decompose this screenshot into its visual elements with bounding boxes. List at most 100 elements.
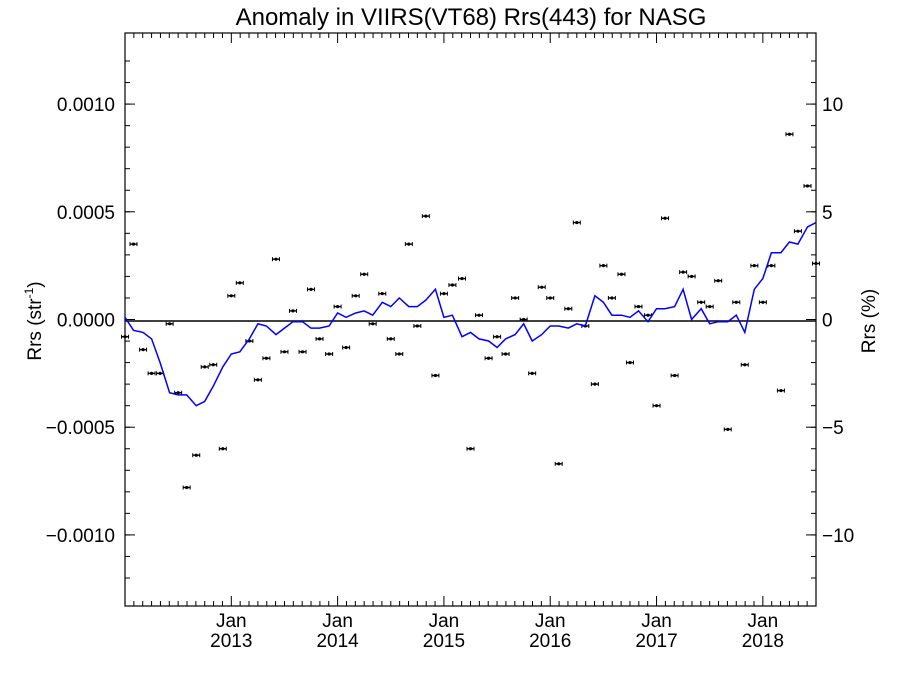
anomaly-point <box>288 308 297 313</box>
point-marker <box>690 274 694 279</box>
point-marker <box>779 388 783 393</box>
anomaly-point <box>679 270 688 275</box>
point-marker <box>256 378 260 382</box>
anomaly-point <box>235 280 244 285</box>
point-marker <box>442 292 446 296</box>
anomaly-point <box>395 351 404 356</box>
anomaly-point <box>687 274 696 279</box>
point-marker <box>450 283 455 287</box>
point-marker <box>327 352 331 356</box>
point-marker <box>300 350 305 354</box>
point-marker <box>522 317 526 322</box>
anomaly-point <box>625 360 634 365</box>
left-tick-label: 0.0005 <box>57 203 115 224</box>
anomaly-point <box>253 377 262 382</box>
point-marker <box>548 296 552 300</box>
point-marker <box>149 371 154 375</box>
anomaly-point <box>165 321 174 326</box>
anomaly-point <box>121 334 129 339</box>
x-tick-label-month: Jan <box>535 611 566 632</box>
point-marker <box>123 335 127 339</box>
point-marker <box>601 264 605 268</box>
anomaly-point <box>386 336 395 341</box>
left-tick-label: 0.0000 <box>57 311 115 332</box>
anomaly-point <box>333 304 342 309</box>
anomaly-point <box>351 293 360 298</box>
point-marker <box>371 322 375 326</box>
anomaly-point <box>280 349 289 354</box>
point-marker <box>282 350 287 354</box>
point-marker <box>708 304 712 309</box>
point-marker <box>673 373 677 378</box>
left-y-axis-label-main: Rrs (str <box>25 298 46 361</box>
point-marker <box>168 322 172 326</box>
point-marker <box>796 229 800 233</box>
anomaly-point <box>776 388 785 393</box>
anomaly-point <box>705 304 714 309</box>
left-y-axis-label: Rrs (str-1) <box>22 281 46 360</box>
point-marker <box>495 335 499 339</box>
anomaly-point <box>342 345 351 350</box>
anomaly-point <box>218 446 227 451</box>
x-tick-label-month: Jan <box>322 611 353 632</box>
anomaly-point <box>546 295 555 300</box>
anomaly-points <box>121 132 820 490</box>
left-tick-label: −0.0010 <box>46 526 115 547</box>
right-tick-label: 0 <box>822 311 833 332</box>
right-tick-label: 10 <box>822 95 843 116</box>
anomaly-point <box>192 453 201 458</box>
left-y-axis-label-close: ) <box>25 281 46 287</box>
anomaly-point <box>697 300 706 305</box>
point-marker <box>203 365 207 369</box>
anomaly-point <box>421 214 430 219</box>
anomaly-point <box>572 220 581 225</box>
x-tick-label-year: 2016 <box>529 631 571 652</box>
point-marker <box>211 363 215 367</box>
anomaly-point <box>484 356 493 361</box>
anomaly-point <box>599 263 608 268</box>
point-marker <box>575 220 579 225</box>
point-marker <box>424 214 428 218</box>
point-marker <box>354 294 358 298</box>
anomaly-point <box>262 356 271 361</box>
anomaly-point <box>182 485 191 490</box>
point-marker <box>716 279 720 283</box>
point-marker <box>317 337 322 341</box>
point-marker <box>540 285 544 289</box>
point-marker <box>593 382 597 386</box>
point-marker <box>628 360 632 365</box>
anomaly-point <box>439 291 448 296</box>
x-tick-label-year: 2017 <box>635 631 677 652</box>
point-marker <box>557 462 561 466</box>
point-marker <box>787 132 792 136</box>
anomaly-point <box>368 321 377 326</box>
point-marker <box>176 391 180 395</box>
anomaly-point <box>511 295 520 300</box>
anomaly-point <box>404 242 413 247</box>
right-y-axis-label: Rrs (%) <box>859 289 880 353</box>
x-tick-label-year: 2015 <box>423 631 465 652</box>
point-marker <box>486 356 491 360</box>
point-marker <box>681 270 685 274</box>
anomaly-point <box>448 283 457 288</box>
point-marker <box>397 352 401 356</box>
point-marker <box>654 404 659 408</box>
point-marker <box>274 257 278 261</box>
point-marker <box>468 447 473 451</box>
anomaly-point <box>129 242 138 247</box>
anomaly-point <box>378 291 387 296</box>
anomaly-percent-line <box>124 221 817 407</box>
x-tick-label-year: 2014 <box>316 631 359 652</box>
point-marker <box>185 485 189 490</box>
anomaly-point <box>661 216 670 221</box>
anomaly-point <box>315 336 324 341</box>
point-marker <box>477 313 481 317</box>
anomaly-point <box>554 461 563 466</box>
point-marker <box>141 348 145 352</box>
point-marker <box>743 363 747 367</box>
point-marker <box>513 296 517 300</box>
x-tick-label-month: Jan <box>429 611 460 632</box>
point-marker <box>636 304 641 309</box>
x-tick-label-year: 2013 <box>210 631 252 652</box>
